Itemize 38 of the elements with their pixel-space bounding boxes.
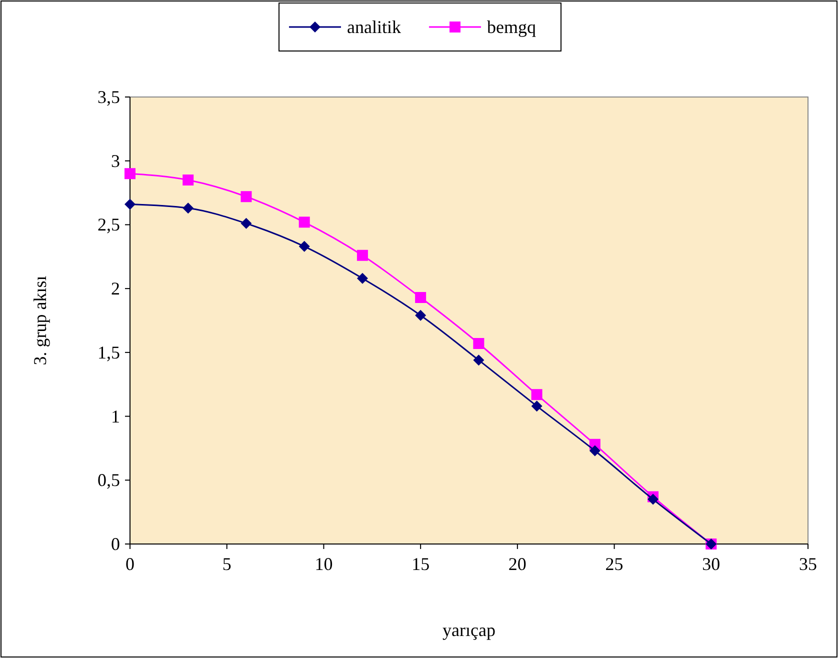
point xyxy=(531,389,542,400)
x-tick-label: 30 xyxy=(702,554,720,574)
x-axis-title: yarıçap xyxy=(442,620,496,640)
point xyxy=(124,168,136,180)
point xyxy=(473,338,484,349)
x-tick-label: 35 xyxy=(799,554,817,574)
x-tick-label: 15 xyxy=(412,554,430,574)
point xyxy=(182,174,194,186)
y-tick-label: 1,5 xyxy=(98,342,120,362)
y-tick-label: 3 xyxy=(111,150,120,171)
x-tick-label: 25 xyxy=(605,554,624,574)
legend-label: analitik xyxy=(347,17,401,37)
y-tick-label: 2 xyxy=(111,278,120,299)
point xyxy=(473,354,484,366)
x-tick-label: 5 xyxy=(222,554,232,574)
point xyxy=(124,198,136,210)
point xyxy=(415,292,426,304)
y-axis-title: 3. grup akısı xyxy=(30,276,50,366)
point xyxy=(356,272,368,284)
y-tick-label: 0,5 xyxy=(98,470,120,490)
y-tick-label: 0 xyxy=(111,534,120,554)
point xyxy=(240,191,252,202)
y-tick-label: 3,5 xyxy=(98,87,120,107)
point xyxy=(356,250,368,261)
point xyxy=(240,218,252,229)
y-tick-label: 1 xyxy=(111,406,120,426)
point xyxy=(298,216,310,228)
point xyxy=(589,445,600,456)
point xyxy=(182,202,194,214)
x-tick-label: 0 xyxy=(126,554,134,574)
point xyxy=(298,240,310,252)
x-tick-label: 10 xyxy=(314,554,333,574)
point xyxy=(415,310,426,321)
y-tick-label: 2,5 xyxy=(98,214,120,235)
point xyxy=(531,400,542,412)
legend-label: bemgq xyxy=(487,17,536,37)
x-tick-label: 20 xyxy=(508,554,526,574)
point xyxy=(648,494,659,505)
